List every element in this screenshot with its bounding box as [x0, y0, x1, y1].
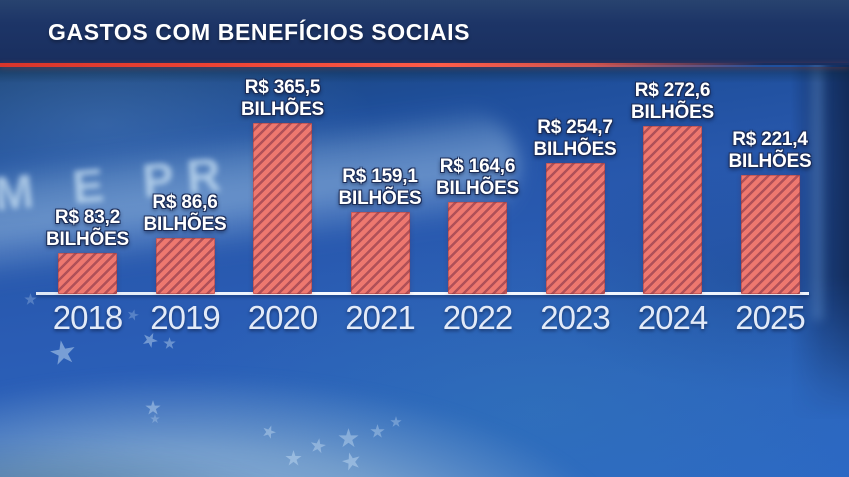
- value-amount: R$ 272,6: [634, 80, 711, 101]
- bar-2018: [58, 253, 117, 294]
- value-amount: R$ 221,4: [732, 129, 808, 150]
- value-unit: BILHÕES: [45, 229, 130, 250]
- value-label-2018: R$ 83,2 BILHÕES: [3, 207, 173, 251]
- value-unit: BILHÕES: [435, 178, 520, 199]
- flag-star-icon: [390, 416, 402, 427]
- year-label-2019: 2019: [150, 299, 220, 336]
- value-amount: R$ 254,7: [537, 117, 613, 138]
- value-amount: R$ 86,6: [152, 192, 218, 213]
- value-unit: BILHÕES: [728, 151, 812, 172]
- year-label-2020: 2020: [247, 299, 318, 336]
- bar-2019: [155, 238, 215, 294]
- value-amount: R$ 365,5: [244, 77, 321, 98]
- value-label-2019: R$ 86,6 BILHÕES: [100, 192, 270, 236]
- right-edge-streak: [812, 58, 823, 320]
- year-label-2022: 2022: [442, 299, 513, 336]
- bottom-left-shade: [0, 428, 350, 477]
- value-label-2022: R$ 164,6 BILHÕES: [393, 156, 563, 200]
- title-underline: [0, 63, 849, 67]
- flag-star-icon: [150, 414, 160, 424]
- value-label-2023: R$ 254,7 BILHÕES: [490, 117, 660, 161]
- value-unit: BILHÕES: [143, 214, 227, 235]
- bar-2021: [350, 212, 410, 294]
- bar-2024: [643, 126, 702, 294]
- value-label-2021: R$ 159,1 BILHÕES: [295, 166, 465, 210]
- value-unit: BILHÕES: [630, 102, 715, 123]
- year-label-2025: 2025: [735, 299, 805, 336]
- banner-bottom-shadow: [0, 67, 849, 83]
- year-label-2018: 2018: [52, 299, 123, 336]
- bar-2020: [253, 123, 312, 294]
- value-unit: BILHÕES: [533, 139, 617, 160]
- value-label-2025: R$ 221,4 BILHÕES: [685, 129, 849, 173]
- bar-2025: [740, 175, 800, 294]
- value-amount: R$ 164,6: [439, 156, 516, 177]
- value-label-2020: R$ 365,5 BILHÕES: [198, 77, 368, 121]
- value-unit: BILHÕES: [240, 99, 325, 120]
- year-label-2021: 2021: [345, 299, 415, 336]
- title-banner: GASTOS COM BENEFÍCIOS SOCIAIS: [0, 0, 849, 65]
- flag-star-icon: [24, 293, 37, 305]
- value-amount: R$ 159,1: [342, 166, 418, 187]
- value-label-2024: R$ 272,6 BILHÕES: [588, 80, 758, 124]
- value-unit: BILHÕES: [338, 188, 422, 209]
- flag-star-icon: [163, 337, 176, 349]
- year-label-2024: 2024: [637, 299, 708, 336]
- chart-baseline: [36, 292, 809, 295]
- page-title: GASTOS COM BENEFÍCIOS SOCIAIS: [48, 19, 471, 45]
- year-label-2023: 2023: [540, 299, 610, 336]
- bar-2022: [448, 202, 507, 294]
- value-amount: R$ 83,2: [54, 207, 121, 228]
- bar-2023: [545, 163, 605, 294]
